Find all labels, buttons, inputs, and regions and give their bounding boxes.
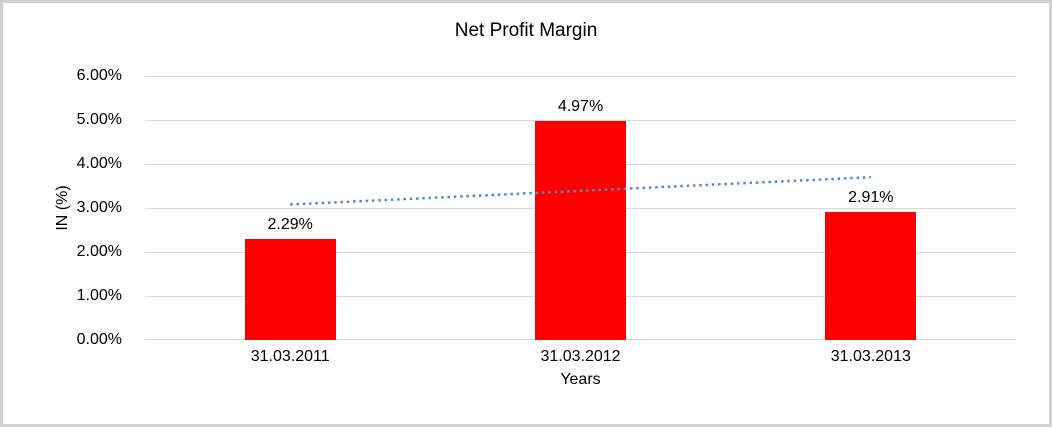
trendline: [290, 175, 871, 206]
x-axis-title: Years: [560, 371, 601, 388]
y-tick-label: 0.00%: [76, 331, 122, 348]
y-tick-label: 2.00%: [76, 243, 122, 260]
gridline: [145, 76, 1016, 77]
y-tick-label: 3.00%: [76, 199, 122, 216]
bar-31.03.2011: [244, 239, 336, 340]
y-tick-label: 6.00%: [76, 67, 122, 84]
y-tick-label: 5.00%: [76, 111, 122, 128]
y-tick-label: 4.00%: [76, 155, 122, 172]
y-tick-label: 1.00%: [76, 287, 122, 304]
bar-value-label: 2.29%: [267, 216, 313, 234]
x-tick-label: 31.03.2013: [830, 348, 911, 365]
bar-value-label: 4.97%: [557, 98, 604, 116]
bar-31.03.2012: [535, 121, 626, 340]
bar-value-label: 2.91%: [848, 188, 894, 206]
plot-area: 2.29% 4.97% 2.91%: [145, 76, 1016, 340]
chart-title: Net Profit Margin: [454, 20, 598, 41]
bar-31.03.2013: [825, 211, 917, 340]
gridline: [145, 120, 1016, 121]
x-tick-label: 31.03.2011: [250, 348, 330, 365]
x-tick-label: 31.03.2012: [540, 348, 621, 365]
